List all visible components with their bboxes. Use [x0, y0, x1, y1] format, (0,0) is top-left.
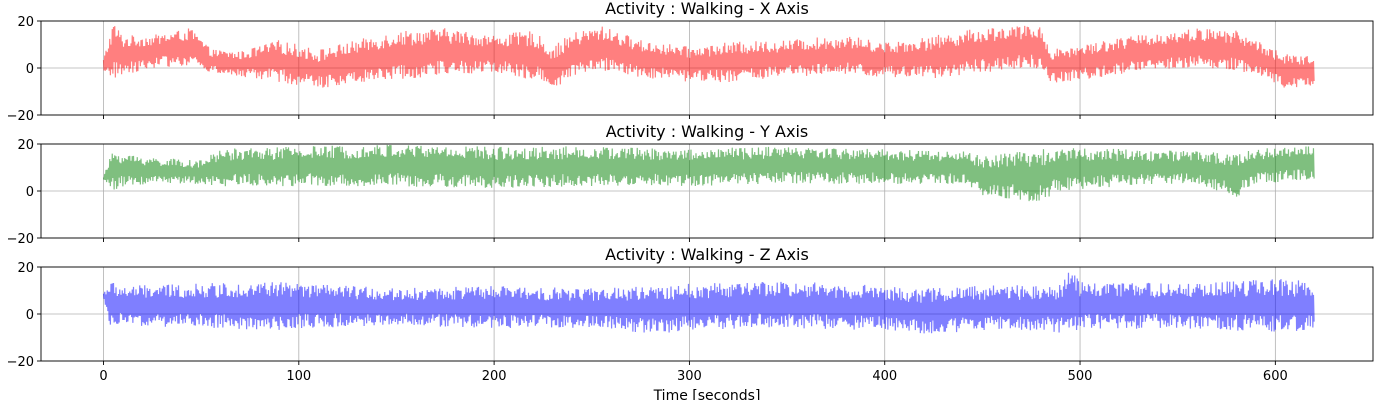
xtick-label: 600: [1263, 369, 1288, 384]
xtick-label: 200: [482, 369, 507, 384]
ytick-label: 0: [26, 308, 34, 323]
series-line-y: [102, 144, 1315, 202]
ytick-label: 20: [17, 138, 34, 153]
subplot-title-z: Activity : Walking - Z Axis: [605, 245, 809, 264]
series-line-x: [102, 25, 1315, 88]
subplot-title-x: Activity : Walking - X Axis: [605, 0, 809, 18]
series-line-z: [102, 272, 1315, 334]
xtick-label: 500: [1068, 369, 1093, 384]
ytick-label: −20: [7, 109, 34, 124]
xtick-label: 300: [677, 369, 702, 384]
ytick-label: 20: [17, 261, 34, 276]
xtick-label: 100: [286, 369, 311, 384]
x-axis-label: Time [seconds]: [653, 388, 761, 400]
ytick-label: −20: [7, 355, 34, 370]
subplot-title-y: Activity : Walking - Y Axis: [606, 122, 808, 141]
xtick-label: 0: [99, 369, 107, 384]
ytick-label: 0: [26, 185, 34, 200]
subplot-y-axis: −20 0 20 Activity : Walking - Y Axis: [7, 122, 1374, 247]
ytick-label: 20: [17, 15, 34, 30]
ytick-label: 0: [26, 62, 34, 77]
xtick-label: 400: [872, 369, 897, 384]
subplot-x-axis: −20 0 20 Activity : Walking - X Axis: [7, 0, 1374, 124]
ytick-label: −20: [7, 232, 34, 247]
